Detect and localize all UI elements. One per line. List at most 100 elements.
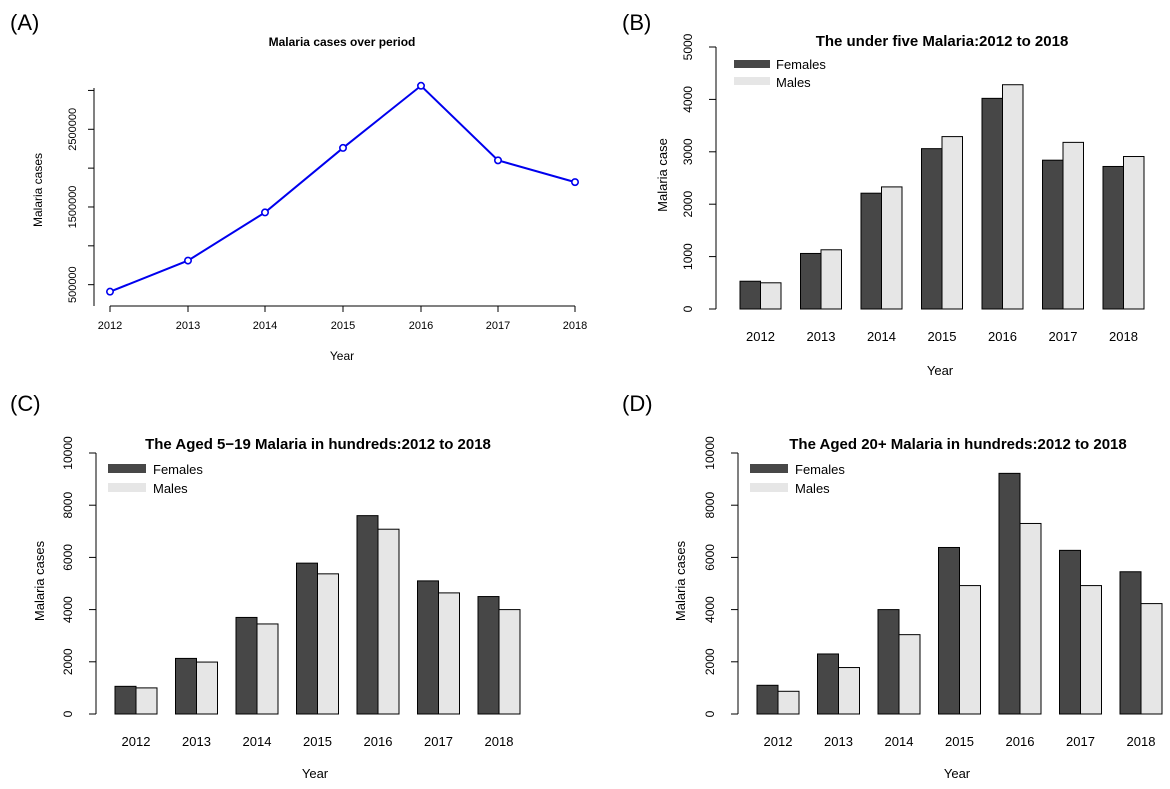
panel-d-y-tick-label: 0 xyxy=(703,710,717,717)
panel-b-bar-females xyxy=(921,148,943,310)
panel-a-y-axis-label: Malaria cases xyxy=(31,153,45,227)
panel-b-bar-males xyxy=(941,136,963,310)
panel-c-bar-females xyxy=(235,616,258,715)
panel-a-data-point xyxy=(184,256,193,265)
panel-b-bar-males xyxy=(1062,141,1084,310)
panel-b-plot xyxy=(739,84,1145,310)
panel-d-x-tick-label: 2018 xyxy=(1127,734,1156,749)
panel-a-data-point xyxy=(416,81,425,90)
panel-d-legend-swatch-males xyxy=(750,483,788,492)
panel-d-legend-swatch-females xyxy=(750,464,788,473)
panel-b-y-tick-label: 4000 xyxy=(681,86,695,113)
panel-c-y-axis-label: Malaria cases xyxy=(32,540,47,621)
panel-c-x-tick-label: 2014 xyxy=(243,734,272,749)
panel-b-bar-females xyxy=(860,192,882,310)
panel-b-legend-label-males: Males xyxy=(776,75,811,90)
panel-d: (D) The Aged 20+ Malaria in hundreds:201… xyxy=(622,391,1163,781)
panel-d-bar-males xyxy=(838,667,860,715)
panel-c-bar-males xyxy=(317,573,339,715)
panel-b-y-tick-label: 1000 xyxy=(681,243,695,270)
panel-b-bar-females xyxy=(800,252,822,310)
panel-d-bar-males xyxy=(959,585,981,715)
panel-d-y-tick-label: 6000 xyxy=(703,544,717,571)
panel-b-bar-males xyxy=(1002,84,1024,310)
panel-a-data-point xyxy=(106,287,115,296)
panel-b-y-tick-label: 2000 xyxy=(681,191,695,218)
panel-c-y-tick-label: 0 xyxy=(61,710,75,717)
panel-a-y-tick-label: 1500000 xyxy=(67,186,79,229)
panel-a-data-point xyxy=(338,143,347,152)
panel-c-bar-males xyxy=(135,687,158,715)
panel-d-y-tick-label: 8000 xyxy=(703,492,717,519)
panel-d-title: The Aged 20+ Malaria in hundreds:2012 to… xyxy=(789,436,1126,453)
panel-b-legend-swatch-females xyxy=(734,60,770,68)
panel-a-plot xyxy=(106,81,579,296)
panel-d-bar-females xyxy=(877,609,900,715)
panel-b-y-axis-label: Malaria case xyxy=(655,138,670,212)
panel-d-x-tick-label: 2017 xyxy=(1066,734,1095,749)
panel-b-y-tick-label: 5000 xyxy=(681,33,695,60)
panel-a-x-tick-label: 2013 xyxy=(176,320,200,332)
panel-a-x-tick-label: 2015 xyxy=(331,320,355,332)
panel-c-legend-label-females: Females xyxy=(153,462,203,477)
panel-c-y-tick-label: 2000 xyxy=(61,648,75,675)
panel-a-data-point xyxy=(260,208,269,217)
panel-b-x-axis-label: Year xyxy=(927,363,954,378)
panel-d-x-tick-label: 2013 xyxy=(824,734,853,749)
panel-c-bar-males xyxy=(377,528,400,715)
panel-b: (B) The under five Malaria:2012 to 2018 … xyxy=(622,10,1145,378)
panel-c-bar-females xyxy=(114,685,137,715)
panel-b-legend-label-females: Females xyxy=(776,57,826,72)
panel-c-label: (C) xyxy=(10,391,41,416)
panel-d-bar-males xyxy=(1080,585,1102,715)
panel-b-x-tick-label: 2014 xyxy=(867,329,896,344)
panel-a-y-tick-label: 500000 xyxy=(67,266,79,303)
panel-c-bar-females xyxy=(296,562,318,715)
panel-d-bar-females xyxy=(1119,571,1142,715)
panel-b-title: The under five Malaria:2012 to 2018 xyxy=(816,33,1069,50)
panel-c-bar-males xyxy=(196,661,218,715)
panel-b-y-tick-label: 0 xyxy=(681,305,695,312)
panel-c-x-tick-label: 2015 xyxy=(303,734,332,749)
panel-d-legend: Females Males xyxy=(750,462,845,496)
panel-a-data-point xyxy=(493,156,502,165)
panel-c-x-tick-label: 2012 xyxy=(122,734,151,749)
panel-b-x-tick-label: 2016 xyxy=(988,329,1017,344)
panel-a-x-tick-label: 2017 xyxy=(486,320,510,332)
panel-c-x-tick-label: 2013 xyxy=(182,734,211,749)
panel-b-bar-females xyxy=(981,97,1003,310)
panel-d-bar-females xyxy=(1059,549,1081,715)
panel-c-bar-females xyxy=(356,515,379,715)
panel-b-axes: 0 1000 2000 3000 4000 5000 2012 2013 2014 2015 201… xyxy=(681,33,1138,344)
panel-d-y-tick-label: 2000 xyxy=(703,648,717,675)
panel-d-bar-females xyxy=(817,653,839,715)
panel-c-title: The Aged 5−19 Malaria in hundreds:2012 t… xyxy=(145,436,491,453)
panel-d-label: (D) xyxy=(622,391,653,416)
panel-c-bar-females xyxy=(417,580,439,715)
panel-d-y-tick-label: 10000 xyxy=(703,436,717,470)
panel-a-title: Malaria cases over period xyxy=(269,35,416,49)
panel-a-x-axis-label: Year xyxy=(330,349,354,363)
panel-c-bar-males xyxy=(438,592,460,715)
panel-b-bar-males xyxy=(820,249,842,310)
panel-d-bar-males xyxy=(898,634,921,715)
panel-d-bar-males xyxy=(777,690,800,715)
panel-d-x-tick-label: 2012 xyxy=(764,734,793,749)
panel-b-bar-males xyxy=(1123,156,1145,310)
panel-b-x-tick-label: 2017 xyxy=(1049,329,1078,344)
panel-d-y-tick-label: 4000 xyxy=(703,596,717,623)
panel-d-x-tick-label: 2015 xyxy=(945,734,974,749)
panel-d-plot xyxy=(756,472,1163,715)
panel-c-bar-females xyxy=(175,657,197,715)
panel-d-bar-females xyxy=(756,684,779,715)
panel-c: (C) The Aged 5−19 Malaria in hundreds:20… xyxy=(10,391,521,781)
panel-d-bar-males xyxy=(1019,522,1042,715)
panel-a-axes: 2012 2013 2014 2015 2016 2017 2018 500000 150000… xyxy=(67,88,587,332)
panel-c-bar-females xyxy=(477,596,500,715)
panel-a-x-tick-label: 2018 xyxy=(563,320,587,332)
panel-b-label: (B) xyxy=(622,10,651,35)
panel-b-x-tick-label: 2013 xyxy=(807,329,836,344)
panel-d-x-tick-label: 2014 xyxy=(885,734,914,749)
panel-c-x-tick-label: 2017 xyxy=(424,734,453,749)
